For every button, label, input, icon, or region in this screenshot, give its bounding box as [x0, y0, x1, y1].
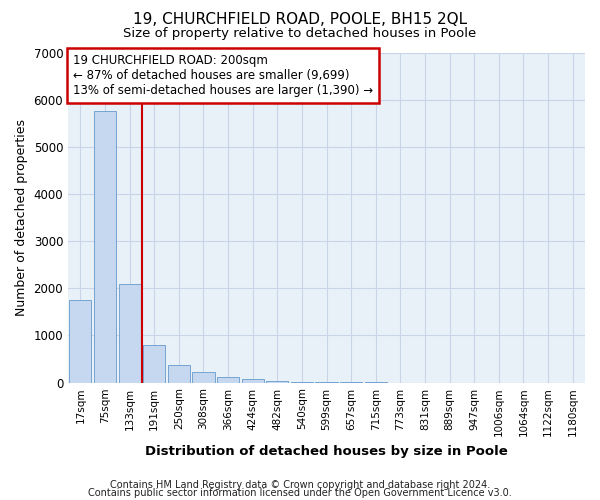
Bar — [94, 112, 116, 382]
Text: Size of property relative to detached houses in Poole: Size of property relative to detached ho… — [124, 28, 476, 40]
Text: 19, CHURCHFIELD ROAD, POOLE, BH15 2QL: 19, CHURCHFIELD ROAD, POOLE, BH15 2QL — [133, 12, 467, 28]
Y-axis label: Number of detached properties: Number of detached properties — [15, 119, 28, 316]
Bar — [119, 284, 140, 382]
Bar — [217, 377, 239, 382]
Text: Contains public sector information licensed under the Open Government Licence v3: Contains public sector information licen… — [88, 488, 512, 498]
Bar — [143, 345, 165, 383]
Text: 19 CHURCHFIELD ROAD: 200sqm
← 87% of detached houses are smaller (9,699)
13% of : 19 CHURCHFIELD ROAD: 200sqm ← 87% of det… — [73, 54, 373, 97]
Bar — [69, 300, 91, 382]
Bar — [168, 365, 190, 382]
Bar — [266, 381, 289, 382]
Bar — [242, 380, 264, 382]
Text: Contains HM Land Registry data © Crown copyright and database right 2024.: Contains HM Land Registry data © Crown c… — [110, 480, 490, 490]
X-axis label: Distribution of detached houses by size in Poole: Distribution of detached houses by size … — [145, 444, 508, 458]
Bar — [193, 372, 215, 382]
